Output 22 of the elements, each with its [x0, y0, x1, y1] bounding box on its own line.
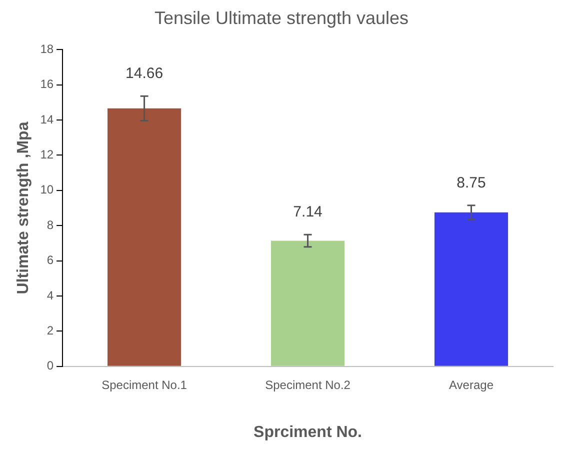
y-tick-label: 2	[46, 324, 54, 338]
x-tick-label: Speciment No.2	[265, 378, 351, 392]
y-tick-label: 8	[46, 218, 54, 232]
y-tick-label: 10	[40, 182, 54, 197]
bar	[434, 212, 508, 366]
data-label: 7.14	[293, 204, 322, 221]
x-tick-label: Speciment No.1	[102, 378, 188, 392]
chart-title: Tensile Ultimate strength vaules	[154, 8, 409, 28]
y-tick-label: 6	[46, 253, 54, 268]
y-tick-label: 16	[40, 77, 54, 92]
bar	[108, 108, 182, 366]
y-tick-label: 0	[46, 358, 54, 373]
y-tick-label: 12	[40, 148, 54, 162]
x-tick-label: Average	[449, 378, 494, 392]
y-tick-label: 18	[40, 42, 54, 56]
data-label: 14.66	[126, 65, 164, 82]
x-axis-title: Sprciment No.	[254, 424, 362, 441]
y-tick-label: 4	[46, 288, 54, 302]
bar	[270, 240, 345, 366]
data-label: 8.75	[456, 174, 486, 192]
y-axis-title: Ultimate strength ,Mpa	[15, 122, 32, 294]
y-tick-label: 14	[40, 112, 54, 126]
